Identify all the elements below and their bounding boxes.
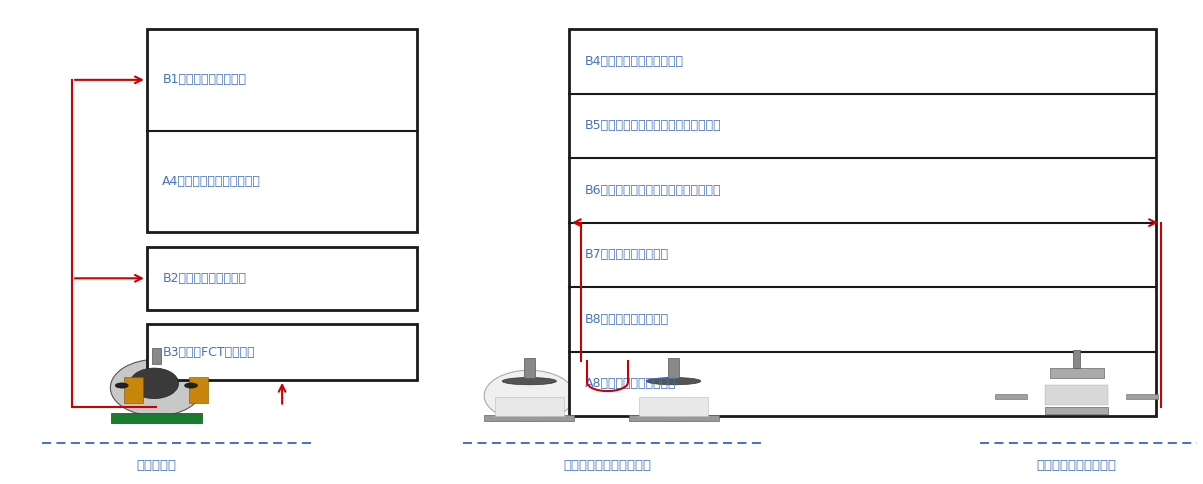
Bar	[669, 358, 680, 378]
Text: B4：无刷电机空载测试方案: B4：无刷电机空载测试方案	[585, 55, 683, 68]
Text: B5：（小扭矩）无刷电机加载测试方案: B5：（小扭矩）无刷电机加载测试方案	[585, 120, 722, 132]
Text: B7：阻抗压降测试方案: B7：阻抗压降测试方案	[585, 248, 669, 261]
Bar	[147, 247, 417, 310]
Bar	[189, 377, 208, 403]
Bar	[1045, 385, 1108, 405]
Ellipse shape	[111, 359, 202, 416]
Bar	[629, 414, 719, 421]
Text: A4：电机单点线伤测试方案: A4：电机单点线伤测试方案	[162, 175, 261, 188]
Bar	[1049, 368, 1104, 378]
Bar	[111, 413, 202, 423]
Bar	[124, 377, 143, 403]
Text: A8：电机测功机测试方案: A8：电机测功机测试方案	[585, 378, 676, 391]
Bar	[569, 29, 1156, 416]
Text: B8：电机噪音测试方案: B8：电机噪音测试方案	[585, 313, 669, 326]
Ellipse shape	[629, 370, 719, 421]
Bar	[525, 358, 535, 378]
Bar	[1027, 378, 1126, 408]
Text: B1：电机定子测试方案: B1：电机定子测试方案	[162, 74, 247, 86]
Bar	[996, 394, 1027, 399]
Bar	[484, 414, 575, 421]
Bar	[147, 29, 417, 232]
Bar	[640, 397, 707, 416]
Text: B6：（大扭矩）外驱电机加载测试方案: B6：（大扭矩）外驱电机加载测试方案	[585, 184, 721, 197]
Bar	[1073, 350, 1080, 368]
Text: 无刷电机（内驱、外驱）: 无刷电机（内驱、外驱）	[563, 459, 652, 472]
Bar	[496, 397, 563, 416]
Ellipse shape	[484, 370, 575, 421]
Ellipse shape	[647, 378, 700, 385]
Bar	[1045, 407, 1108, 414]
Bar	[1126, 394, 1157, 399]
Bar	[152, 348, 161, 364]
Text: B2：永磁转子测试方案: B2：永磁转子测试方案	[162, 272, 247, 285]
Ellipse shape	[503, 378, 556, 385]
Bar	[147, 324, 417, 380]
Text: 电机剖视图: 电机剖视图	[136, 459, 177, 472]
Text: B3：电机FCT测试方案: B3：电机FCT测试方案	[162, 346, 255, 359]
Circle shape	[115, 383, 129, 388]
Text: 商用无刷电机（外驱）: 商用无刷电机（外驱）	[1037, 459, 1116, 472]
Circle shape	[184, 383, 197, 388]
Ellipse shape	[130, 368, 178, 399]
